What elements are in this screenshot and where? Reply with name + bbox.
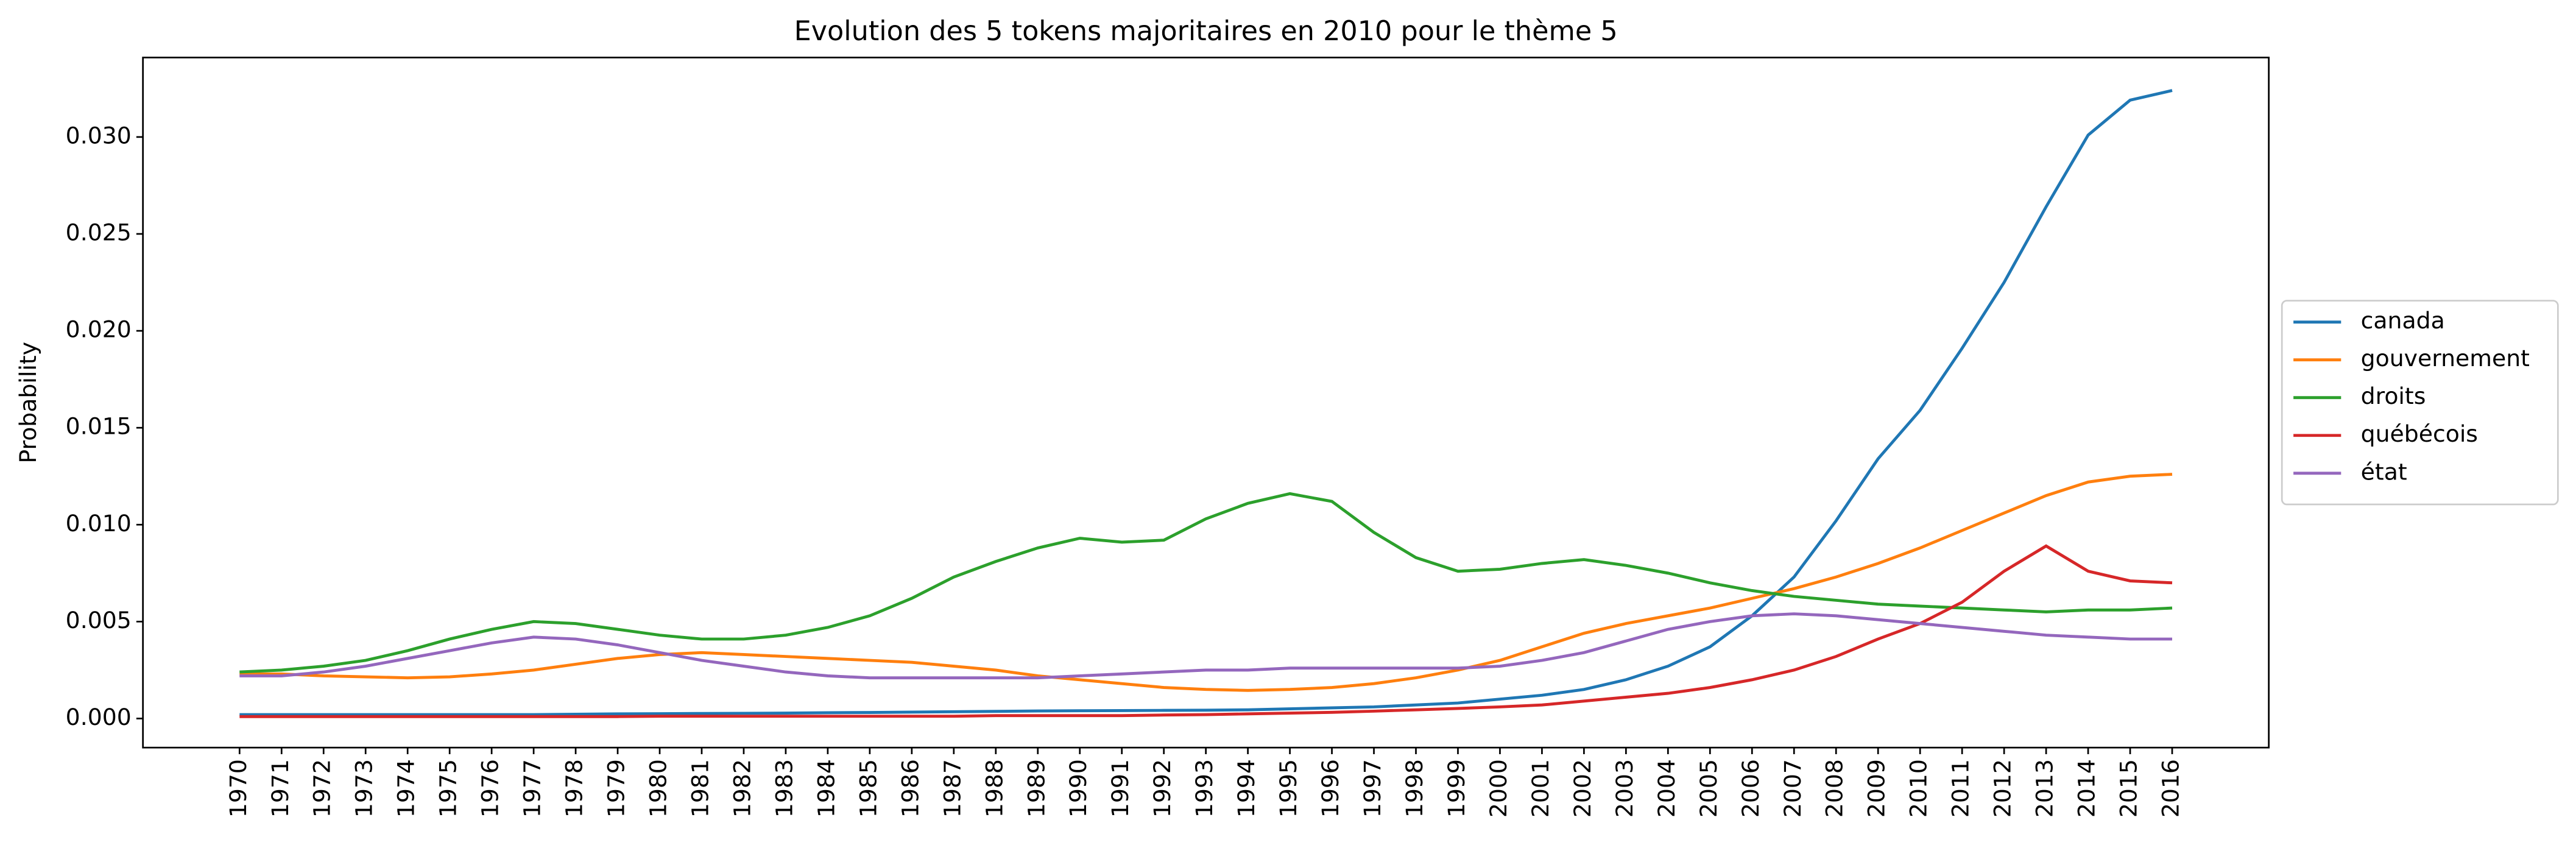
x-tick-label: 1980 xyxy=(645,759,672,818)
y-tick-label: 0.015 xyxy=(66,413,132,440)
x-tick-label: 2005 xyxy=(1695,759,1722,818)
x-tick-label: 1970 xyxy=(225,759,252,818)
x-tick-label: 1989 xyxy=(1023,759,1050,818)
legend-label: québécois xyxy=(2361,420,2478,447)
x-tick-label: 2011 xyxy=(1947,759,1974,818)
legend-label: canada xyxy=(2361,307,2445,334)
x-tick-label: 1990 xyxy=(1065,759,1092,818)
x-tick-label: 2009 xyxy=(1863,759,1890,818)
x-tick-label: 1985 xyxy=(855,759,881,818)
x-tick-label: 2015 xyxy=(2115,759,2142,818)
x-tick-label: 2014 xyxy=(2073,759,2100,818)
x-tick-label: 1998 xyxy=(1401,759,1428,818)
legend-label: état xyxy=(2361,458,2407,485)
chart-title: Evolution des 5 tokens majoritaires en 2… xyxy=(794,16,1618,47)
x-tick-label: 1977 xyxy=(519,759,546,818)
x-tick-label: 2001 xyxy=(1527,759,1554,818)
x-tick-label: 2006 xyxy=(1737,759,1764,818)
x-tick-label: 2010 xyxy=(1905,759,1932,818)
x-tick-label: 1978 xyxy=(561,759,588,818)
x-tick-label: 1994 xyxy=(1233,759,1260,818)
y-tick-label: 0.030 xyxy=(66,122,132,149)
x-tick-label: 1997 xyxy=(1359,759,1386,818)
x-tick-label: 1984 xyxy=(813,759,839,818)
y-tick-label: 0.000 xyxy=(66,704,132,730)
x-tick-label: 2000 xyxy=(1485,759,1512,818)
x-tick-label: 2004 xyxy=(1653,759,1680,818)
line-series xyxy=(239,612,2173,680)
x-tick-label: 1975 xyxy=(435,759,462,818)
x-tick-label: 1986 xyxy=(897,759,923,818)
legend-label: gouvernement xyxy=(2361,345,2530,372)
x-tick-label: 1971 xyxy=(267,759,294,818)
x-tick-label: 2007 xyxy=(1779,759,1806,818)
x-tick-label: 1988 xyxy=(981,759,1007,818)
x-tick-label: 1987 xyxy=(939,759,965,818)
x-tick-label: 1992 xyxy=(1149,759,1176,818)
x-tick-label: 1996 xyxy=(1317,759,1344,818)
x-tick-label: 1991 xyxy=(1107,759,1134,818)
x-tick-label: 1974 xyxy=(393,759,420,818)
x-tick-label: 1979 xyxy=(603,759,630,818)
y-axis-label: Probability xyxy=(15,342,41,464)
x-tick-label: 2008 xyxy=(1821,759,1848,818)
legend-box xyxy=(2281,300,2559,506)
y-tick-label: 0.020 xyxy=(66,316,132,343)
x-tick-label: 1995 xyxy=(1275,759,1302,818)
x-tick-label: 2002 xyxy=(1569,759,1596,818)
line-series xyxy=(239,544,2173,718)
x-tick-label: 1983 xyxy=(771,759,797,818)
x-tick-label: 1981 xyxy=(686,759,713,818)
line-series xyxy=(239,473,2173,692)
x-tick-label: 1982 xyxy=(729,759,755,818)
y-tick-label: 0.010 xyxy=(66,510,132,537)
legend-label: droits xyxy=(2361,383,2426,409)
x-tick-label: 2016 xyxy=(2158,759,2184,818)
x-tick-label: 1976 xyxy=(477,759,504,818)
y-tick-label: 0.005 xyxy=(66,607,132,634)
x-tick-label: 2012 xyxy=(1989,759,2016,818)
x-tick-label: 1972 xyxy=(309,759,336,818)
line-series xyxy=(239,89,2173,716)
x-tick-label: 2003 xyxy=(1611,759,1638,818)
x-tick-label: 2013 xyxy=(2031,759,2058,818)
x-tick-label: 1973 xyxy=(351,759,378,818)
plot-frame xyxy=(142,57,2270,749)
y-tick-label: 0.025 xyxy=(66,219,132,246)
line-series xyxy=(239,492,2173,674)
x-tick-label: 1993 xyxy=(1191,759,1218,818)
x-tick-label: 1999 xyxy=(1443,759,1470,818)
